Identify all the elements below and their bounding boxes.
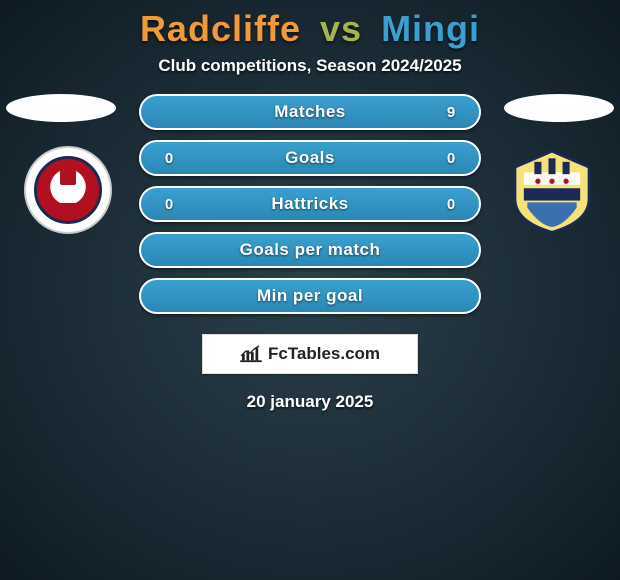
stat-row-goals-per-match: Goals per match — [139, 232, 481, 268]
player1-name: Radcliffe — [140, 8, 301, 49]
stat-right-value: 0 — [439, 196, 463, 213]
player2-name: Mingi — [381, 8, 480, 49]
player2-club-logo — [508, 146, 596, 234]
stockport-county-badge-icon — [508, 146, 596, 234]
comparison-card: Radcliffe vs Mingi Club competitions, Se… — [0, 0, 620, 580]
stat-row-goals: 0 Goals 0 — [139, 140, 481, 176]
date-label: 20 january 2025 — [0, 392, 620, 412]
stats-section: Matches 9 0 Goals 0 0 Hattricks 0 Goals … — [0, 94, 620, 412]
player2-photo-placeholder — [504, 94, 614, 122]
stat-row-min-per-goal: Min per goal — [139, 278, 481, 314]
player1-photo-placeholder — [6, 94, 116, 122]
subtitle: Club competitions, Season 2024/2025 — [0, 56, 620, 76]
stat-right-value: 9 — [439, 104, 463, 121]
stat-label: Matches — [181, 102, 439, 122]
stat-label: Goals per match — [181, 240, 439, 260]
stat-label: Min per goal — [181, 286, 439, 306]
stat-row-hattricks: 0 Hattricks 0 — [139, 186, 481, 222]
stat-row-matches: Matches 9 — [139, 94, 481, 130]
crawley-town-badge-icon — [34, 156, 102, 224]
stat-label: Goals — [181, 148, 439, 168]
stat-left-value: 0 — [157, 196, 181, 213]
stat-right-value: 0 — [439, 150, 463, 167]
vs-label: vs — [320, 8, 362, 49]
stat-label: Hattricks — [181, 194, 439, 214]
stat-left-value: 0 — [157, 150, 181, 167]
brand-text: FcTables.com — [268, 344, 380, 364]
bar-chart-icon — [240, 345, 262, 363]
player1-club-logo — [24, 146, 112, 234]
stats-list: Matches 9 0 Goals 0 0 Hattricks 0 Goals … — [139, 94, 481, 314]
comparison-title: Radcliffe vs Mingi — [0, 8, 620, 50]
brand-badge[interactable]: FcTables.com — [202, 334, 418, 374]
